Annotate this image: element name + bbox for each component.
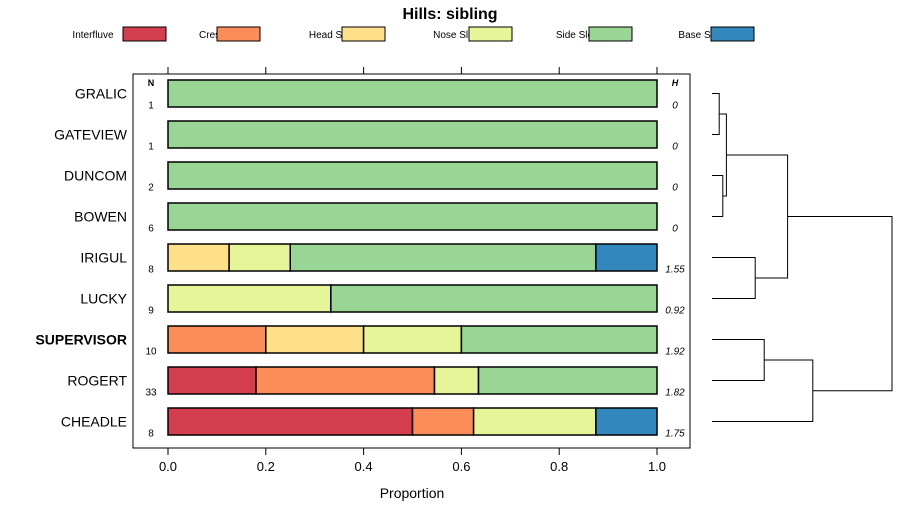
h-value-cheadle: 1.75 [665,429,685,440]
dendrogram [712,93,893,422]
bar-segment-gralic-side-slope [167,79,658,108]
dendrogram-branch [712,257,756,299]
row-label-rogert: ROGERT [67,373,127,389]
bar-segment-supervisor-crest [167,325,267,354]
row-label-gralic: GRALIC [75,86,127,102]
bar-segment-cheadle-crest [411,407,475,436]
dendrogram-branch [726,154,789,279]
legend-label-interfluve: Interfluve [72,30,114,41]
bar-segment-irigul-head-slope [167,243,230,272]
n-value-cheadle: 8 [148,429,154,440]
bar-segment-lucky-side-slope [330,284,658,313]
bar-segment-duncom-side-slope [167,161,658,190]
legend-label-crest: Crest [199,30,223,41]
x-axis: 0.0 0.2 0.4 0.6 0.8 1.0 [159,67,666,474]
row-label-gateview: GATEVIEW [54,127,128,143]
n-value-supervisor: 10 [145,347,157,358]
dendrogram-branch [712,339,765,381]
row-label-bowen: BOWEN [74,209,127,225]
bar-segment-irigul-side-slope [289,243,597,272]
legend-label-base-slope: Base Slope [678,30,730,41]
legend-swatch-interfluve [122,26,167,42]
h-value-gateview: 0 [672,142,678,153]
legend-label-head-slope: Head Slope [309,30,362,41]
row-label-duncom: DUNCOM [64,168,127,184]
dendrogram-branch [712,359,814,422]
x-tick-label: 1.0 [648,459,666,474]
row-label-cheadle: CHEADLE [61,414,127,430]
bar-segment-rogert-interfluve [167,366,257,395]
n-value-gralic: 1 [148,101,154,112]
h-value-gralic: 0 [672,101,678,112]
x-tick-label: 0.8 [550,459,568,474]
n-value-bowen: 6 [148,224,154,235]
n-value-duncom: 2 [148,183,154,194]
legend-swatch-side-slope [588,26,633,42]
row-label-lucky: LUCKY [80,291,127,307]
legend-swatch-head-slope [341,26,386,42]
bar-segment-cheadle-interfluve [167,407,414,436]
bar-segment-supervisor-nose-slope [362,325,463,354]
x-tick-label: 0.2 [257,459,275,474]
chart-title: Hills: sibling [402,6,497,23]
bar-segment-gateview-side-slope [167,120,658,149]
bar-segment-cheadle-base-slope [595,407,658,436]
h-value-duncom: 0 [672,183,678,194]
bar-segment-rogert-side-slope [477,366,658,395]
bar-segment-rogert-nose-slope [433,366,480,395]
legend-swatch-crest [216,26,261,42]
bar-segment-supervisor-head-slope [265,325,365,354]
h-value-lucky: 0.92 [665,306,685,317]
h-value-rogert: 1.82 [665,388,685,399]
x-tick-label: 0.4 [355,459,373,474]
n-value-rogert: 33 [145,388,157,399]
row-label-supervisor: SUPERVISOR [35,332,127,348]
bar-segment-cheadle-nose-slope [472,407,597,436]
bars [167,79,658,436]
n-value-lucky: 9 [148,306,154,317]
h-value-supervisor: 1.92 [665,347,685,358]
dendrogram-branch [787,216,893,392]
h-column-header: H [672,78,679,88]
h-value-irigul: 1.55 [665,265,685,276]
n-value-irigul: 8 [148,265,154,276]
x-axis-label: Proportion [380,485,445,501]
bar-segment-bowen-side-slope [167,202,658,231]
legend-swatch-nose-slope [468,26,513,42]
bar-segment-rogert-crest [255,366,436,395]
bar-segment-lucky-nose-slope [167,284,332,313]
row-label-irigul: IRIGUL [80,250,127,266]
dendrogram-branch [712,175,724,217]
bar-segment-irigul-nose-slope [228,243,291,272]
h-value-bowen: 0 [672,224,678,235]
x-tick-label: 0.0 [159,459,177,474]
legend-label-side-slope: Side Slope [556,30,605,41]
n-value-gateview: 1 [148,142,154,153]
x-tick-label: 0.6 [452,459,470,474]
legend: Interfluve Crest Head Slope Nose Slope Side … [72,26,755,42]
legend-swatch-base-slope [710,26,755,42]
bar-segment-supervisor-side-slope [460,325,658,354]
dendrogram-branch [712,93,720,135]
plot-frame [132,73,691,449]
bar-segment-irigul-base-slope [595,243,658,272]
legend-label-nose-slope: Nose Slope [433,30,485,41]
n-column-header: N [148,78,155,88]
